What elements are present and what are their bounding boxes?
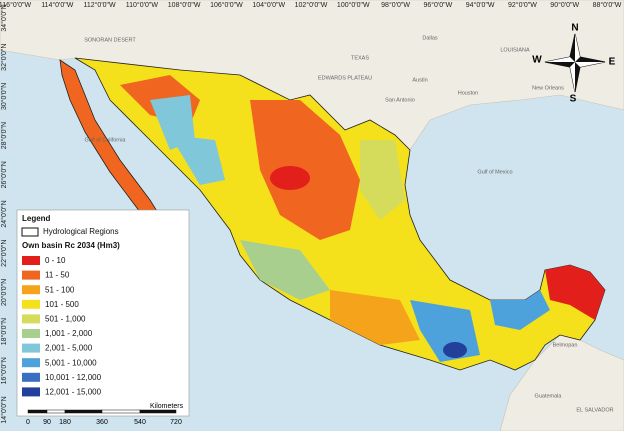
longitude-label: 88°0'0"W (593, 1, 622, 9)
legend-label: 501 - 1,000 (45, 315, 86, 324)
scale-tick: 360 (96, 419, 108, 426)
legend-swatch (22, 285, 40, 295)
compass-east: E (609, 57, 616, 68)
place-label: San Antonio (385, 97, 415, 103)
longitude-label: 110°0'0"W (126, 1, 159, 9)
latitude-label: 30°0'0"N (0, 83, 8, 110)
longitude-label: 116°0'0"W (0, 1, 31, 9)
legend-label: 101 - 500 (45, 300, 79, 309)
place-label: Houston (458, 90, 479, 96)
legend-label: 11 - 50 (45, 271, 70, 280)
place-label: TEXAS (351, 55, 369, 61)
place-label: New Orleans (532, 85, 564, 91)
place-label: Austin (412, 77, 427, 83)
place-label: LOUISIANA (500, 47, 530, 53)
legend-box (16, 209, 190, 417)
place-label: Dallas (422, 35, 438, 41)
longitude-label: 114°0'0"W (41, 1, 74, 9)
latitude-label: 24°0'0"N (0, 200, 8, 227)
legend-label: 51 - 100 (45, 285, 75, 294)
legend-swatch (22, 299, 40, 309)
region-south-west (330, 290, 420, 345)
legend-label: 0 - 10 (45, 256, 66, 265)
place-label: Gulf of Mexico (477, 169, 512, 175)
latitude-label: 18°0'0"N (0, 318, 8, 345)
legend-swatch (22, 358, 40, 368)
longitude-label: 92°0'0"W (508, 1, 537, 9)
place-label: EDWARDS PLATEAU (318, 75, 372, 81)
compass-south: S (570, 94, 577, 105)
scale-tick: 180 (59, 419, 71, 426)
legend-label: 12,001 - 15,000 (45, 388, 102, 397)
place-label: Gulf of California (85, 137, 127, 143)
region-north (250, 100, 360, 240)
latitude-label: 22°0'0"N (0, 240, 8, 267)
latitude-label: 26°0'0"N (0, 161, 8, 188)
legend-swatch (22, 372, 40, 382)
place-label: EL SALVADOR (576, 407, 613, 413)
longitude-label: 98°0'0"W (381, 1, 410, 9)
legend-label: 2,001 - 5,000 (45, 344, 93, 353)
longitude-label: 102°0'0"W (295, 1, 328, 9)
latitude-label: 28°0'0"N (0, 122, 8, 149)
scale-segment (139, 409, 177, 414)
place-label: Belmopan (553, 342, 578, 348)
place-label: SONORAN DESERT (84, 37, 136, 43)
legend-swatch (22, 270, 40, 280)
scale-tick: 720 (170, 419, 182, 426)
region-west (240, 240, 330, 300)
legend-swatch (22, 256, 40, 265)
region-yucatan (545, 265, 605, 320)
scale-segment (101, 409, 141, 414)
legend-swatch (22, 329, 40, 338)
region-sinaloa (170, 135, 225, 185)
longitude-label: 94°0'0"W (466, 1, 495, 9)
scale-tick: 540 (134, 419, 146, 426)
latitude-label: 14°0'0"N (0, 396, 8, 423)
region-south-dark (443, 342, 467, 358)
legend-swatch (22, 387, 40, 397)
latitude-label: 32°0'0"N (0, 44, 8, 71)
scale-segment (64, 409, 103, 414)
legend-label: 1,001 - 2,000 (45, 329, 93, 338)
longitude-label: 96°0'0"W (423, 1, 452, 9)
place-label: Guatemala (535, 393, 563, 399)
longitude-label: 108°0'0"W (168, 1, 201, 9)
legend-label: 10,001 - 12,000 (45, 373, 102, 382)
scale-unit: Kilometers (150, 403, 184, 410)
boundary-label: Hydrological Regions (43, 227, 119, 236)
compass-star-light (545, 34, 605, 92)
scale-tick: 0 (26, 419, 30, 426)
scale-tick: 90 (43, 419, 51, 426)
region-tabasco (490, 290, 550, 330)
legend-title: Legend (22, 214, 51, 223)
legend-subtitle: Own basin Rc 2034 (Hm3) (22, 241, 120, 250)
scale-segment (27, 409, 48, 414)
longitude-label: 106°0'0"W (210, 1, 243, 9)
scale-segment (46, 409, 66, 414)
latitude-label: 34°0'0"N (0, 4, 8, 31)
longitude-label: 100°0'0"W (337, 1, 370, 9)
compass-west: W (532, 55, 542, 66)
legend-swatch (22, 343, 40, 353)
latitude-label: 20°0'0"N (0, 279, 8, 306)
longitude-label: 112°0'0"W (83, 1, 116, 9)
compass-north: N (571, 23, 578, 34)
boundary-swatch (21, 227, 39, 237)
legend-swatch (22, 314, 40, 324)
longitude-label: 104°0'0"W (252, 1, 285, 9)
latitude-label: 16°0'0"N (0, 357, 8, 384)
region-sonora-blue (150, 95, 195, 150)
legend-label: 5,001 - 10,000 (45, 358, 97, 367)
longitude-label: 90°0'0"W (550, 1, 579, 9)
region-center-red (270, 166, 310, 190)
region-northeast (360, 140, 405, 220)
